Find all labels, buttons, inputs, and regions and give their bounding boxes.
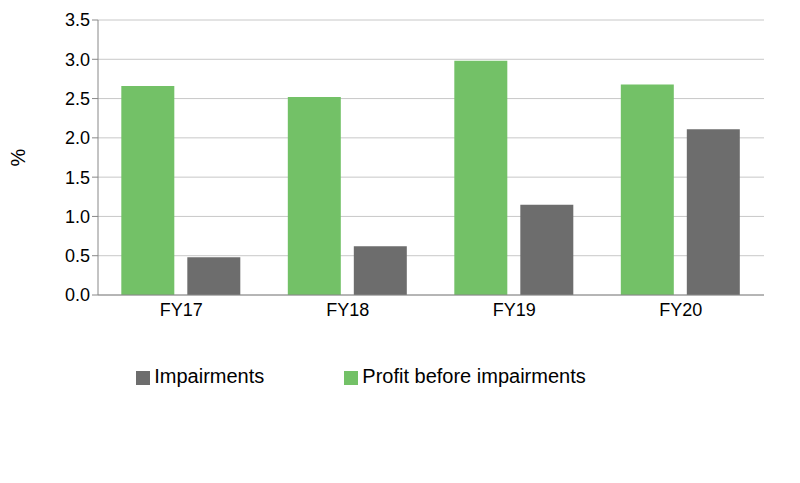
svg-text:0.0: 0.0 bbox=[65, 285, 90, 305]
svg-text:2.5: 2.5 bbox=[65, 89, 90, 109]
svg-text:FY19: FY19 bbox=[493, 300, 536, 320]
svg-text:1.5: 1.5 bbox=[65, 168, 90, 188]
svg-text:1.0: 1.0 bbox=[65, 207, 90, 227]
html-text:Impairments: Impairments bbox=[154, 365, 265, 387]
svg-text:FY20: FY20 bbox=[659, 300, 702, 320]
html-text:Profit before impairments: Profit before impairments bbox=[362, 365, 586, 387]
svg-text:FY18: FY18 bbox=[326, 300, 369, 320]
svg-text:3.5: 3.5 bbox=[65, 10, 90, 30]
svg-text:FY17: FY17 bbox=[160, 300, 203, 320]
svg-text:3.0: 3.0 bbox=[65, 50, 90, 70]
svg-text:2.0: 2.0 bbox=[65, 128, 90, 148]
svg-text:%: % bbox=[8, 148, 29, 166]
svg-text:0.5: 0.5 bbox=[65, 246, 90, 266]
